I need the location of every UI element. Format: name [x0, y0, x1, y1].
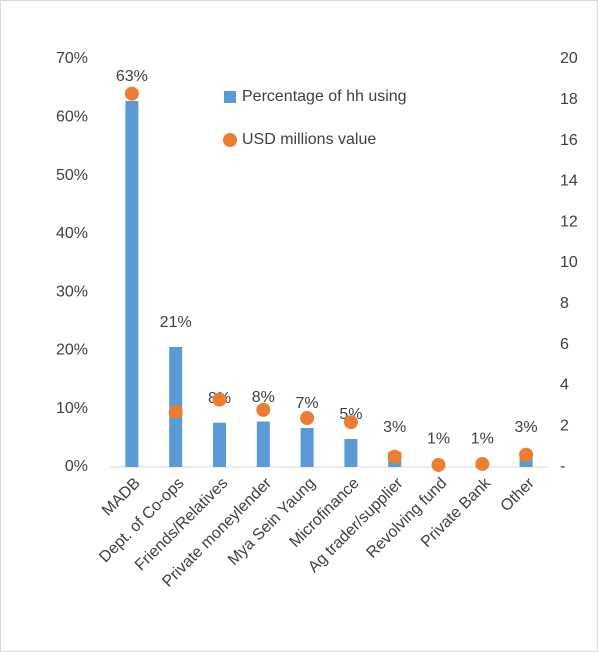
bar — [300, 427, 314, 467]
dot — [431, 457, 446, 472]
y2-tick-label: 6 — [560, 336, 569, 353]
bar — [213, 422, 226, 467]
data-label: 63% — [116, 68, 148, 85]
bar — [125, 100, 139, 468]
y-tick-label: 30% — [56, 283, 88, 300]
dot — [475, 456, 490, 471]
y-tick-label: 70% — [56, 50, 88, 67]
y-tick-label: 60% — [56, 109, 88, 126]
data-label: 8% — [252, 389, 275, 406]
data-label: 3% — [515, 419, 538, 436]
y2-tick-label: 12 — [560, 213, 578, 230]
y2-tick-label: 16 — [560, 132, 578, 149]
y2-tick-label: - — [560, 458, 565, 475]
dot — [387, 449, 402, 464]
legend-swatch — [224, 91, 236, 103]
y2-tick-label: 20 — [560, 50, 578, 67]
dot — [124, 86, 139, 101]
y-tick-label: 50% — [56, 167, 88, 184]
dot — [300, 411, 315, 426]
y2-tick-label: 4 — [560, 377, 569, 394]
y-tick-label: 40% — [56, 225, 88, 242]
y2-tick-label: 10 — [560, 254, 578, 271]
y-tick-label: 0% — [65, 458, 88, 475]
y2-tick-label: 18 — [560, 91, 578, 108]
legend-swatch — [223, 133, 237, 147]
legend-label: USD millions value — [242, 131, 376, 148]
bar — [344, 439, 358, 467]
dot — [343, 415, 358, 430]
data-label: 7% — [296, 395, 319, 412]
dot — [256, 402, 271, 417]
y-tick-label: 10% — [56, 400, 88, 417]
dot — [168, 404, 183, 419]
y-tick-label: 20% — [56, 342, 88, 359]
data-label: 1% — [471, 431, 494, 448]
dot — [519, 447, 534, 462]
data-label: 3% — [383, 419, 406, 436]
dot — [212, 392, 227, 407]
y2-tick-label: 2 — [560, 417, 569, 434]
data-label: 1% — [427, 431, 450, 448]
legend-label: Percentage of hh using — [242, 88, 407, 105]
y2-tick-label: 8 — [560, 295, 569, 312]
y2-tick-label: 14 — [560, 173, 578, 190]
bar — [256, 421, 270, 467]
data-label: 21% — [160, 314, 192, 331]
